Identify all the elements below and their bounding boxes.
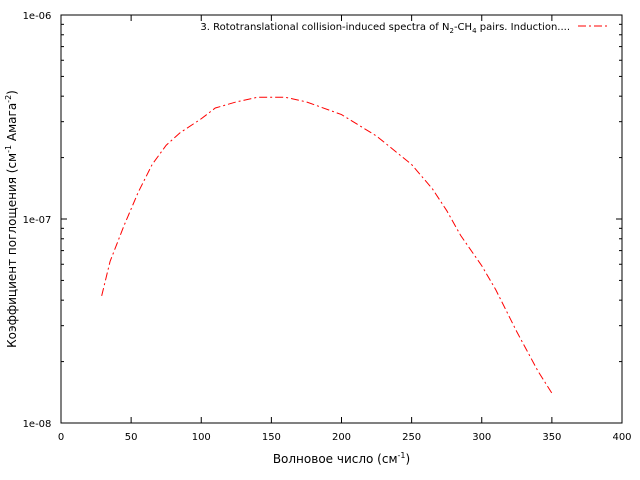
axis-tick-labels: 0 50 100 150 200 250 300 350 400 1e-08 1e-07 1e-06: [23, 11, 632, 443]
y-axis-title-mid: Амага: [5, 103, 19, 145]
series-line: [101, 96, 553, 394]
x-tick-label: 300: [472, 432, 491, 443]
x-axis-title-end: ): [405, 452, 410, 466]
x-axis-title: Волновое число (см-1): [273, 451, 410, 466]
y-axis-title-end: ): [5, 90, 19, 95]
plot-series: [101, 96, 553, 394]
x-tick-label: 200: [332, 432, 351, 443]
y-axis-title: Коэффициент поглощения (см-1 Амага-2): [4, 90, 19, 348]
y-tick-label: 1e-07: [23, 215, 52, 226]
y-axis-title-main: Коэффициент поглощения (см: [5, 153, 19, 348]
legend-label-mid: -CH: [454, 22, 472, 33]
y-axis-title-sup1: -1: [4, 145, 13, 153]
y-tick-label: 1e-06: [23, 11, 52, 22]
x-tick-label: 150: [262, 432, 281, 443]
x-tick-label: 100: [192, 432, 211, 443]
x-axis-title-main: Волновое число (см: [273, 452, 398, 466]
x-tick-label: 400: [612, 432, 631, 443]
legend-entry-label: 3. Rototranslational collision-induced s…: [200, 22, 570, 35]
y-tick-label: 1e-08: [23, 419, 52, 430]
x-tick-label: 50: [125, 432, 138, 443]
legend-label-main: 3. Rototranslational collision-induced s…: [200, 22, 449, 33]
x-axis-title-sup: -1: [398, 451, 406, 460]
legend-label-end: pairs. Induction....: [477, 22, 570, 33]
plot-frame: [60, 14, 623, 424]
x-tick-label: 350: [542, 432, 561, 443]
y-axis-title-sup2: -2: [4, 95, 13, 103]
legend-label-sub2: 4: [472, 27, 477, 35]
legend-label-sub1: 2: [449, 27, 453, 35]
x-tick-label: 250: [402, 432, 421, 443]
legend: 3. Rototranslational collision-induced s…: [200, 22, 610, 35]
x-tick-label: 0: [58, 432, 64, 443]
